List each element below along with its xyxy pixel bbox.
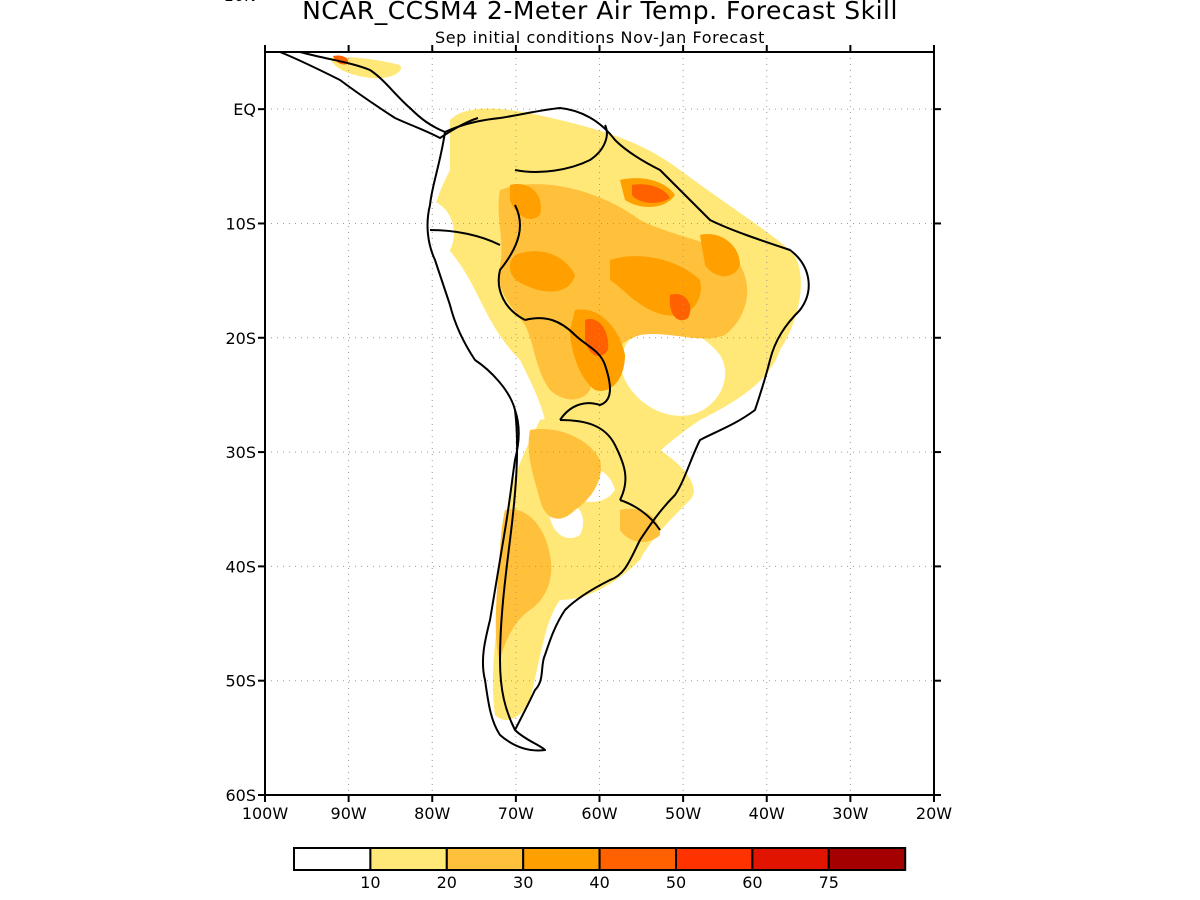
lat-tick-label: 10S <box>225 214 256 233</box>
lat-tick-label: EQ <box>233 100 256 119</box>
lon-tick-label: 30W <box>832 804 868 823</box>
lon-tick-label: 20W <box>916 804 952 823</box>
border-argentina-chile <box>499 409 519 731</box>
gap-brazil-east <box>620 324 726 416</box>
colorbar-bin <box>751 847 830 871</box>
colorbar-bin <box>522 847 601 871</box>
border-bolivia <box>524 317 611 421</box>
colorbar-label: 50 <box>666 873 686 892</box>
colorbar-label: 40 <box>589 873 609 892</box>
colorbar: 10 20 30 40 50 60 75 <box>293 847 907 892</box>
colorbar-label: 60 <box>742 873 762 892</box>
shade-ne-orange <box>700 234 740 277</box>
central-america-coast <box>279 51 479 139</box>
skill-shading <box>330 55 801 720</box>
coastlines <box>279 51 810 752</box>
chart-subtitle: Sep initial conditions Nov-Jan Forecast <box>434 28 766 47</box>
shade-amazon-gold <box>498 184 748 400</box>
border-uruguay <box>619 499 661 531</box>
colorbar-bin <box>827 847 907 871</box>
colorbar-label: 30 <box>513 873 533 892</box>
lat-tick-label: 40S <box>225 557 256 576</box>
lon-tick-label: 90W <box>331 804 367 823</box>
border-paraguay <box>559 419 627 501</box>
colorbar-bin <box>675 847 754 871</box>
lon-tick-label: 80W <box>414 804 450 823</box>
lon-tick-label: 40W <box>749 804 785 823</box>
lat-tick-label: 20S <box>225 329 256 348</box>
shade-brazil-red <box>669 294 691 321</box>
lon-tick-label: 60W <box>581 804 617 823</box>
shade-amazon-orange-1 <box>509 251 575 292</box>
colorbar-bin <box>445 847 525 871</box>
border-brazil-west <box>497 204 526 321</box>
lat-tick-label: 60S <box>225 786 256 805</box>
lon-tick-label: 70W <box>498 804 534 823</box>
lat-tick-label: 30S <box>225 443 256 462</box>
border-peru-ecuador <box>429 229 501 246</box>
border-venezuela <box>514 124 608 173</box>
south-america-coast <box>426 107 810 752</box>
lon-tick-label: 50W <box>665 804 701 823</box>
colorbar-bin <box>369 847 448 871</box>
lat-tick-label: 10N <box>224 0 256 5</box>
colorbar-label: 75 <box>819 873 839 892</box>
shade-guiana-red <box>632 184 670 203</box>
colorbar-label: 10 <box>360 873 380 892</box>
colorbar-bin <box>293 847 372 871</box>
lat-tick-label: 50S <box>225 672 256 691</box>
lon-tick-label: 100W <box>242 804 289 823</box>
chart-title: NCAR_CCSM4 2-Meter Air Temp. Forecast Sk… <box>302 0 898 25</box>
shade-chaco-gold <box>528 429 601 519</box>
central-america-caribbean-coast <box>299 51 446 133</box>
colorbar-bin <box>598 847 677 871</box>
colorbar-label: 20 <box>437 873 457 892</box>
